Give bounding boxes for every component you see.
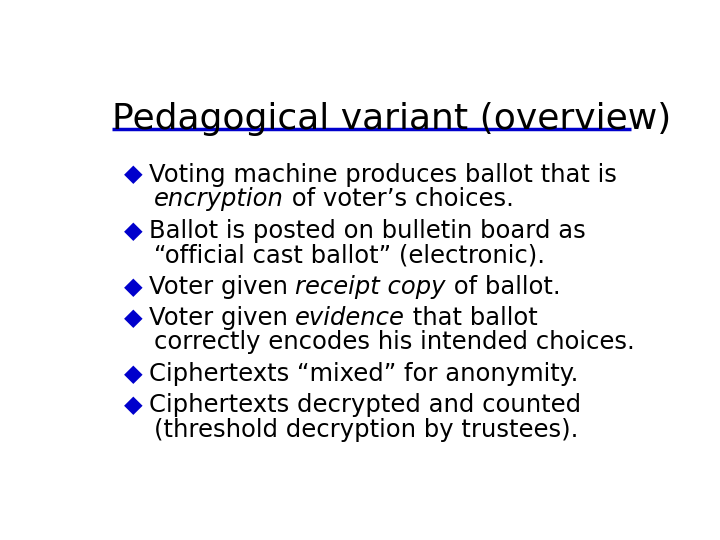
Text: (threshold decryption by trustees).: (threshold decryption by trustees). <box>154 418 579 442</box>
Text: Ballot is posted on bulletin board as: Ballot is posted on bulletin board as <box>148 219 585 242</box>
Text: ◆: ◆ <box>124 163 142 186</box>
Text: “official cast ballot” (electronic).: “official cast ballot” (electronic). <box>154 243 545 267</box>
Text: Voting machine produces ballot that is: Voting machine produces ballot that is <box>148 163 616 186</box>
Text: of voter’s choices.: of voter’s choices. <box>284 187 514 211</box>
Text: Ciphertexts “mixed” for anonymity.: Ciphertexts “mixed” for anonymity. <box>148 362 578 386</box>
Text: Voter given: Voter given <box>148 306 295 330</box>
Text: ◆: ◆ <box>124 306 142 330</box>
Text: correctly encodes his intended choices.: correctly encodes his intended choices. <box>154 330 635 354</box>
Text: that ballot: that ballot <box>405 306 538 330</box>
Text: of ballot.: of ballot. <box>446 275 560 299</box>
Text: ◆: ◆ <box>124 362 142 386</box>
Text: Voter given: Voter given <box>148 275 295 299</box>
Text: Pedagogical variant (overview): Pedagogical variant (overview) <box>112 102 672 136</box>
Text: ◆: ◆ <box>124 275 142 299</box>
Text: ◆: ◆ <box>124 393 142 417</box>
Text: receipt copy: receipt copy <box>295 275 446 299</box>
Text: encryption: encryption <box>154 187 284 211</box>
Text: Ciphertexts decrypted and counted: Ciphertexts decrypted and counted <box>148 393 581 417</box>
Text: evidence: evidence <box>295 306 405 330</box>
Text: ◆: ◆ <box>124 219 142 242</box>
